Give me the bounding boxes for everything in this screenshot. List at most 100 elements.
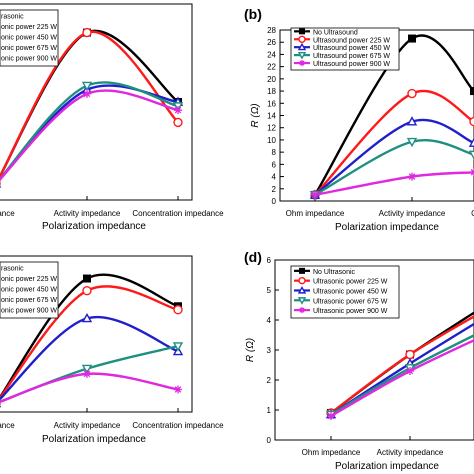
- x-axis-label: Polarization impedance: [42, 434, 146, 445]
- data-point-4: [470, 168, 474, 177]
- data-point-1: [82, 27, 92, 38]
- panel-0: mpedance Activity impedance Concentration …: [0, 3, 224, 232]
- legend-swatch-marker: [298, 35, 306, 43]
- data-point-3: [81, 81, 93, 92]
- legend-entry: onic power 225 W: [1, 24, 57, 31]
- series-line-4: [0, 89, 179, 182]
- data-point-4: [174, 106, 182, 115]
- legend-swatch-marker: [299, 267, 305, 274]
- x-axis-label: Polarization impedance: [335, 461, 439, 472]
- legend-swatch-marker: [299, 28, 305, 35]
- legend-entry: onic power 675 W: [1, 297, 57, 304]
- legend-box: [0, 9, 59, 67]
- y-tick-label: 4: [272, 173, 277, 182]
- data-point-4: [311, 190, 319, 199]
- y-axis-label: R (Ω): [250, 103, 261, 127]
- data-point-3: [81, 364, 93, 375]
- data-point-0: [470, 87, 474, 96]
- legend-entry: Ultrasound power 900 W: [313, 61, 390, 68]
- data-point-0: [408, 34, 416, 43]
- x-tick-label: Ohm impedance: [286, 209, 345, 218]
- data-point-4: [83, 369, 91, 378]
- data-point-2: [406, 116, 418, 126]
- legend-swatch-marker: [299, 60, 305, 67]
- legend-swatch-marker: [297, 297, 307, 305]
- y-tick-label: 16: [267, 99, 276, 108]
- x-tick-label: Activity impedance: [379, 209, 446, 218]
- data-point-4: [174, 385, 182, 394]
- y-tick-label: 0: [267, 436, 272, 445]
- legend: No Ultrasonic Ultrasonic power 225 W Ultra…: [290, 265, 400, 319]
- legend-entry: Ultrasonic power 225 W: [313, 279, 388, 286]
- data-point-0: [83, 274, 91, 283]
- axes-frame: [0, 255, 193, 413]
- data-point-1: [173, 117, 183, 128]
- legend: rasonic onic power 225 W onic power 450 W o…: [0, 261, 59, 319]
- y-tick-label: 20: [267, 75, 276, 84]
- axes-frame: [0, 3, 193, 201]
- legend-entry: rasonic: [1, 265, 24, 272]
- legend-entry: Ultrasound power 225 W: [313, 37, 390, 44]
- data-point-1: [173, 305, 183, 315]
- legend-swatch-marker: [299, 307, 305, 314]
- y-tick-label: 8: [272, 148, 277, 157]
- y-tick-label: 26: [267, 38, 276, 47]
- legend-box: [0, 261, 59, 319]
- data-point-1: [82, 285, 92, 296]
- data-point-4: [406, 367, 414, 375]
- data-point-1: [407, 88, 417, 99]
- x-tick-label: Concentration impedance: [132, 421, 224, 430]
- legend-entry: onic power 675 W: [1, 45, 57, 52]
- y-tick-label: 14: [267, 112, 276, 121]
- data-point-2: [81, 312, 93, 323]
- y-axis-label: R (Ω): [245, 338, 256, 362]
- legend-swatch-marker: [298, 276, 306, 285]
- legend-entry: onic power 900 W: [1, 308, 57, 315]
- series-line-2: [314, 118, 474, 196]
- plot-area: [0, 27, 184, 188]
- legend-entry: onic power 900 W: [1, 56, 57, 63]
- y-tick-label: 18: [267, 87, 276, 96]
- y-tick-label: 2: [272, 185, 277, 194]
- legend-entry: onic power 450 W: [1, 287, 57, 294]
- legend-entry: Ultrasonic power 675 W: [313, 298, 388, 305]
- plot-area: [0, 273, 184, 408]
- y-tick-label: 2: [267, 376, 272, 385]
- panel-label: (b): [244, 6, 262, 22]
- legend-entry: rasonic: [1, 13, 24, 20]
- x-axis-label: Polarization impedance: [42, 221, 146, 232]
- data-point-3: [406, 137, 418, 148]
- panel-label: (d): [244, 249, 262, 265]
- y-tick-label: 4: [267, 316, 272, 325]
- series-line-3: [0, 81, 179, 181]
- y-tick-label: 6: [267, 256, 272, 265]
- x-tick-label: Concentration impedance: [132, 209, 224, 218]
- y-tick-label: 22: [267, 63, 276, 72]
- panel-2: mpedance Activity impedance Concentration …: [0, 255, 224, 445]
- legend-entry: Ultrasound power 675 W: [313, 53, 390, 60]
- legend-swatch-marker: [297, 52, 307, 60]
- legend-entry: No Ultrasonic: [313, 269, 356, 276]
- data-point-1: [469, 116, 474, 127]
- legend: rasonic onic power 225 W onic power 450 W o…: [0, 9, 59, 67]
- data-point-4: [408, 172, 416, 181]
- x-tick-label: Activity impedance: [54, 209, 121, 218]
- data-point-4: [83, 89, 91, 98]
- y-tick-label: 5: [267, 286, 272, 295]
- x-tick-label: mpedance: [0, 209, 15, 218]
- legend-swatch-marker: [297, 286, 307, 294]
- data-point-2: [468, 137, 474, 147]
- x-tick-label: mpedance: [0, 421, 15, 430]
- data-point-4: [327, 412, 335, 420]
- series-line-4: [0, 372, 179, 404]
- legend-entry: Ultrasonic power 450 W: [313, 288, 388, 295]
- data-point-1: [405, 349, 415, 360]
- legend-entry: No Ultrasound: [313, 29, 358, 36]
- y-tick-label: 12: [267, 124, 276, 133]
- x-tick-label: C: [471, 209, 474, 218]
- data-point-3: [172, 342, 184, 352]
- legend-entry: Ultrasound power 450 W: [313, 45, 390, 52]
